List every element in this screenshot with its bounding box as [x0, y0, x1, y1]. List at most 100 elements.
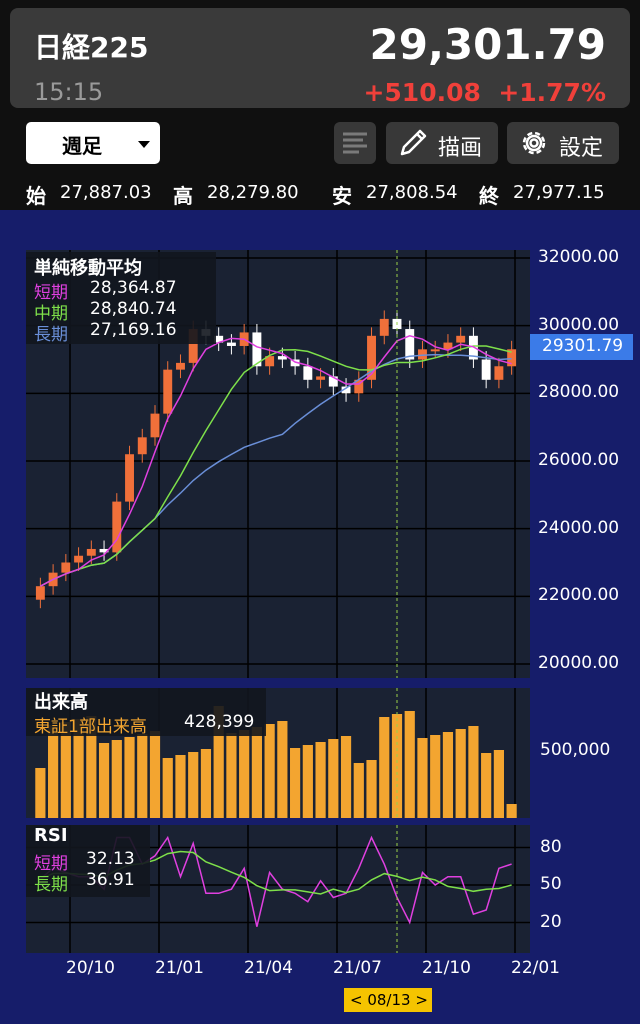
volume-title: 出来高 — [34, 692, 88, 713]
volume-bar — [239, 730, 250, 818]
volume-bar — [35, 768, 46, 818]
price-y-tick: 28000.00 — [538, 382, 620, 403]
period-label: 週足 — [62, 134, 102, 158]
candle-body — [150, 413, 160, 438]
volume-bar — [468, 726, 479, 818]
cursor-date-tag[interactable]: < 08/13 > — [344, 988, 432, 1012]
ohlc-bar: 始 27,887.03 高 28,279.80 安 27,808.54 終 27… — [0, 180, 640, 210]
gear-icon — [522, 131, 546, 155]
volume-bar — [328, 739, 339, 818]
candle-body — [341, 386, 351, 394]
period-select[interactable]: 週足 — [26, 122, 160, 164]
rsi-long-label: 長期 — [34, 875, 68, 895]
rsi-title: RSI — [34, 825, 68, 846]
sma-short-line — [40, 335, 512, 587]
volume-bar — [60, 722, 71, 818]
x-tick: 21/10 — [422, 958, 471, 978]
price-y-tick: 26000.00 — [538, 450, 620, 470]
sma-long-line — [40, 353, 512, 587]
sma-legend-title: 単純移動平均 — [34, 258, 142, 279]
volume-bar — [417, 738, 428, 818]
volume-bar — [481, 753, 492, 818]
indicator-list-button[interactable] — [334, 122, 376, 164]
close-value: 27,977.15 — [513, 182, 605, 203]
price-y-tick: 32000.00 — [538, 247, 620, 267]
list-icon — [343, 132, 367, 154]
x-tick: 20/10 — [66, 958, 115, 978]
open-value: 27,887.03 — [60, 182, 152, 203]
candle-body — [252, 332, 262, 367]
volume-bar — [188, 752, 199, 818]
volume-bar — [48, 725, 59, 818]
sma-mid-line — [40, 345, 512, 587]
x-tick: 21/01 — [155, 958, 204, 978]
candle-body — [74, 555, 84, 563]
candle-body — [137, 437, 147, 455]
volume-legend: 出来高 東証1部出来高 428,399 — [26, 688, 266, 737]
volume-series-value: 428,399 — [184, 712, 255, 732]
price-y-tick: 30000.00 — [538, 314, 620, 335]
candle-body — [188, 329, 198, 363]
sma-mid-label: 中期 — [34, 304, 68, 324]
pencil-icon — [400, 129, 427, 156]
candle-body — [328, 376, 338, 387]
low-value: 27,808.54 — [366, 182, 458, 203]
candle-body — [507, 349, 517, 367]
chart-toolbar: 週足 描画 設定 — [0, 118, 640, 168]
candle-body — [61, 562, 71, 573]
volume-bar — [86, 716, 97, 818]
current-price-tag: 29301.79 — [530, 334, 633, 360]
rsi-y-tick: 80 — [540, 836, 562, 857]
candle-body — [405, 329, 415, 360]
volume-bar — [124, 737, 135, 818]
x-tick: 21/04 — [244, 958, 293, 978]
candle-body — [35, 586, 45, 600]
candle-body — [316, 376, 326, 380]
volume-bar — [353, 763, 364, 818]
sma-legend: 単純移動平均 短期 28,364.87 中期 28,840.74 長期 27,1… — [26, 252, 216, 345]
candle-body — [163, 369, 173, 414]
settings-button[interactable]: 設定 — [507, 122, 619, 164]
x-tick: 21/07 — [333, 958, 382, 978]
candle-body — [303, 366, 313, 380]
high-value: 28,279.80 — [207, 182, 299, 203]
candle-body — [226, 342, 236, 346]
price-y-tick: 22000.00 — [538, 585, 620, 606]
volume-bar — [226, 733, 237, 818]
sma-short-value: 28,364.87 — [90, 278, 177, 298]
volume-bar — [340, 736, 352, 818]
volume-bar — [73, 719, 84, 818]
volume-bar — [111, 740, 122, 818]
current-price: 29,301.79 — [369, 20, 606, 69]
volume-bar — [302, 745, 313, 818]
volume-bar — [213, 706, 224, 818]
volume-bar — [315, 742, 326, 818]
draw-button[interactable]: 描画 — [386, 122, 498, 164]
volume-bar — [493, 750, 504, 818]
price-y-tick: 20000.00 — [538, 653, 620, 673]
sma-long-value: 27,169.16 — [90, 320, 177, 340]
candle-body — [443, 342, 453, 350]
volume-bar — [277, 721, 288, 818]
volume-bar — [379, 717, 390, 818]
volume-chart[interactable] — [26, 688, 530, 818]
chevron-down-icon — [138, 141, 150, 148]
sma-mid-value: 28,840.74 — [90, 299, 177, 319]
candle-body — [456, 335, 466, 343]
volume-bar — [430, 735, 441, 818]
price-y-tick: 24000.00 — [538, 517, 620, 538]
change-percent: +1.77% — [498, 78, 606, 107]
candle-body — [265, 356, 275, 367]
candle-body — [354, 379, 364, 394]
candle-body — [418, 349, 427, 360]
volume-bar — [149, 731, 161, 818]
high-label: 高 — [173, 184, 193, 208]
candle-body — [214, 335, 224, 343]
volume-panel[interactable] — [26, 688, 530, 818]
sma-long-label: 長期 — [34, 325, 68, 345]
open-label: 始 — [26, 184, 46, 208]
volume-bar — [200, 749, 212, 818]
candle-body — [125, 454, 134, 502]
volume-series-label: 東証1部出来高 — [34, 717, 147, 737]
price-panel[interactable] — [26, 250, 530, 678]
